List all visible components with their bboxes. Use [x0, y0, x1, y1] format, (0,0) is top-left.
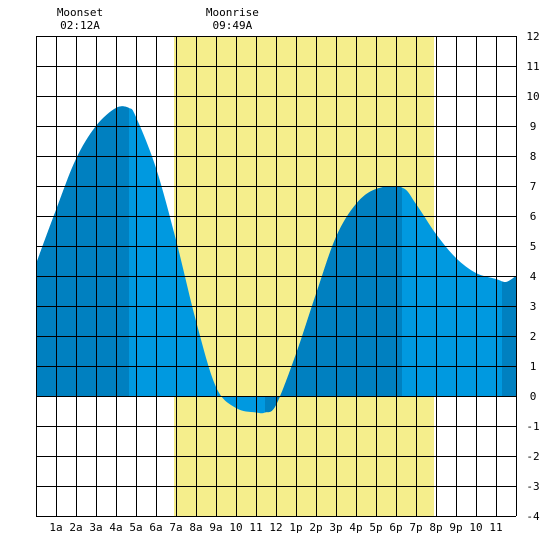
- x-tick-label: 6p: [389, 521, 402, 534]
- y-tick-label: 10: [526, 90, 539, 103]
- x-tick-label: 10: [229, 521, 242, 534]
- moonrise-time: 09:49A: [213, 19, 253, 32]
- x-tick-label: 12: [269, 521, 282, 534]
- x-tick-label: 11: [249, 521, 262, 534]
- x-tick-label: 6a: [149, 521, 162, 534]
- tide-area-dark: [265, 186, 402, 413]
- y-tick-label: -4: [526, 510, 540, 523]
- x-axis-ticks: 1a 2a 3a 4a 5a 6a 7a 8a 9a 10 11 12 1p 2p 3p 4p 5p 6p 7p 8p…: [49, 521, 502, 534]
- y-tick-label: 5: [530, 240, 537, 253]
- x-tick-label: 1p: [289, 521, 302, 534]
- y-tick-label: 3: [530, 300, 537, 313]
- y-tick-label: 2: [530, 330, 537, 343]
- x-tick-label: 2a: [69, 521, 82, 534]
- x-tick-label: 8p: [429, 521, 442, 534]
- moonrise-label: Moonrise: [206, 6, 259, 19]
- x-tick-label: 3a: [89, 521, 102, 534]
- x-tick-label: 11: [489, 521, 502, 534]
- x-tick-label: 4a: [109, 521, 122, 534]
- y-tick-label: 9: [530, 120, 537, 133]
- x-tick-label: 3p: [329, 521, 342, 534]
- x-tick-label: 10: [469, 521, 482, 534]
- y-tick-label: -2: [526, 450, 539, 463]
- grid-lines: [36, 36, 517, 517]
- y-tick-label: -1: [526, 420, 539, 433]
- x-tick-label: 9a: [209, 521, 222, 534]
- x-tick-label: 5a: [129, 521, 142, 534]
- x-tick-label: 8a: [189, 521, 202, 534]
- x-tick-label: 7p: [409, 521, 422, 534]
- x-tick-label: 7a: [169, 521, 182, 534]
- moonset-time: 02:12A: [60, 19, 100, 32]
- x-tick-label: 9p: [449, 521, 462, 534]
- x-tick-label: 5p: [369, 521, 382, 534]
- y-tick-label: 0: [530, 390, 537, 403]
- y-tick-label: 12: [526, 30, 539, 43]
- moonset-label: Moonset: [57, 6, 103, 19]
- x-tick-label: 4p: [349, 521, 362, 534]
- x-tick-label: 2p: [309, 521, 322, 534]
- y-tick-label: 8: [530, 150, 537, 163]
- y-tick-label: 1: [530, 360, 537, 373]
- y-tick-label: 11: [526, 60, 539, 73]
- y-tick-label: -3: [526, 480, 539, 493]
- y-tick-label: 4: [530, 270, 537, 283]
- y-tick-label: 6: [530, 210, 537, 223]
- y-tick-label: 7: [530, 180, 537, 193]
- x-tick-label: 1a: [49, 521, 62, 534]
- tide-area-dark: [36, 106, 129, 396]
